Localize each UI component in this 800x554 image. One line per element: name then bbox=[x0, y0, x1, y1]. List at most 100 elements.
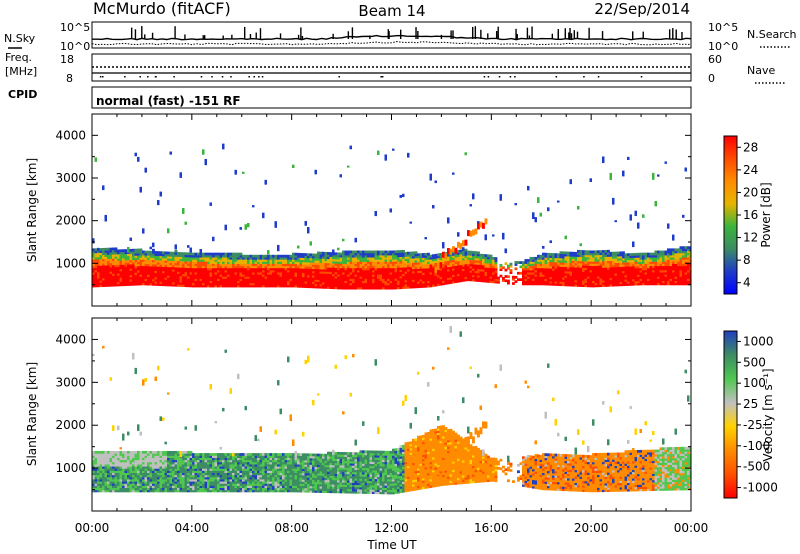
power-cell bbox=[367, 282, 370, 286]
power-cell bbox=[624, 278, 628, 282]
power-cell bbox=[352, 254, 355, 258]
power-cell bbox=[209, 271, 213, 275]
velocity-cell bbox=[92, 468, 95, 471]
power-cell bbox=[322, 283, 325, 287]
power-cell bbox=[557, 283, 560, 286]
power-cell bbox=[614, 253, 618, 257]
power-cell bbox=[474, 272, 478, 276]
power-cell bbox=[482, 266, 485, 270]
power-cell bbox=[149, 272, 153, 275]
power-cell bbox=[219, 276, 223, 279]
power-cell bbox=[487, 258, 490, 262]
velocity-cell bbox=[139, 474, 143, 478]
power-cell bbox=[564, 262, 568, 265]
power-cell bbox=[577, 269, 580, 272]
velocity-cell bbox=[132, 463, 135, 467]
power-cell bbox=[322, 251, 325, 255]
power-cell bbox=[537, 254, 540, 258]
power-cell bbox=[294, 280, 298, 284]
power-cell bbox=[629, 270, 633, 273]
power-cell bbox=[212, 263, 215, 267]
power-cell bbox=[202, 274, 205, 277]
velocity-cell bbox=[154, 474, 158, 478]
power-cell bbox=[254, 284, 258, 288]
date-title: 22/Sep/2014 bbox=[594, 0, 690, 18]
power-cell bbox=[547, 269, 550, 273]
power-cell bbox=[259, 282, 263, 286]
velocity-cell bbox=[144, 457, 148, 461]
power-cell bbox=[414, 283, 418, 287]
power-cell bbox=[277, 282, 280, 286]
power-cell bbox=[529, 282, 533, 286]
velocity-cell bbox=[142, 480, 145, 484]
velocity-cell bbox=[189, 468, 193, 471]
velocity-cell bbox=[99, 474, 103, 478]
power-cell bbox=[94, 256, 98, 260]
power-cell bbox=[389, 280, 393, 284]
power-cell bbox=[262, 280, 265, 284]
power-cell bbox=[187, 263, 190, 266]
velocity-scatter bbox=[127, 431, 130, 436]
power-cell bbox=[642, 278, 645, 281]
power-cell bbox=[357, 278, 360, 281]
power-cell bbox=[317, 262, 320, 266]
power-cell bbox=[657, 250, 660, 254]
power-cell bbox=[539, 267, 543, 271]
power-cell bbox=[149, 255, 153, 258]
power-cell bbox=[554, 274, 558, 278]
power-scatter bbox=[429, 173, 432, 181]
power-cell bbox=[617, 281, 620, 285]
power-cell bbox=[594, 258, 598, 262]
power-cell bbox=[272, 274, 275, 277]
power-cell bbox=[404, 251, 408, 255]
velocity-cell bbox=[159, 483, 163, 486]
power-cell bbox=[442, 269, 445, 273]
power-cell bbox=[649, 269, 653, 273]
power-cell bbox=[112, 260, 115, 264]
power-cell bbox=[427, 284, 430, 288]
power-cell bbox=[544, 265, 548, 269]
power-cell bbox=[212, 269, 215, 273]
power-cell bbox=[607, 266, 610, 270]
power-cell bbox=[609, 264, 613, 268]
power-cell bbox=[324, 258, 328, 262]
power-cell bbox=[597, 256, 600, 260]
velocity-cell bbox=[124, 459, 128, 463]
power-cell bbox=[632, 270, 635, 273]
power-cell bbox=[224, 256, 228, 260]
power-cell bbox=[657, 259, 660, 262]
power-scatter bbox=[399, 194, 402, 198]
power-cell bbox=[112, 266, 115, 270]
power-cell bbox=[672, 261, 675, 264]
power-cell bbox=[274, 256, 278, 260]
power-cell bbox=[99, 252, 103, 256]
velocity-cell bbox=[169, 468, 173, 471]
power-cell bbox=[634, 267, 638, 271]
power-cell bbox=[617, 277, 620, 280]
power-cell bbox=[489, 271, 493, 275]
power-cell bbox=[199, 271, 203, 275]
power-cell bbox=[149, 250, 153, 254]
power-cell bbox=[479, 279, 483, 283]
power-streak bbox=[477, 223, 480, 230]
power-cell bbox=[207, 261, 210, 264]
power-cell bbox=[492, 271, 495, 275]
power-cell bbox=[329, 282, 333, 285]
power-cell bbox=[129, 268, 133, 271]
power-cell bbox=[302, 285, 305, 288]
power-cell bbox=[177, 275, 180, 279]
power-cell bbox=[314, 260, 318, 263]
power-cell bbox=[227, 267, 230, 271]
velocity-cell bbox=[117, 483, 120, 486]
power-cell bbox=[167, 253, 170, 257]
power-cell bbox=[207, 252, 210, 256]
power-cell bbox=[369, 274, 373, 277]
power-cell bbox=[492, 265, 495, 269]
power-cell bbox=[294, 261, 298, 265]
power-cell bbox=[164, 251, 168, 255]
power-cell bbox=[197, 284, 200, 288]
power-scatter bbox=[222, 143, 225, 150]
power-cell bbox=[427, 278, 430, 282]
power-cell bbox=[137, 282, 140, 286]
power-cell bbox=[664, 274, 668, 277]
